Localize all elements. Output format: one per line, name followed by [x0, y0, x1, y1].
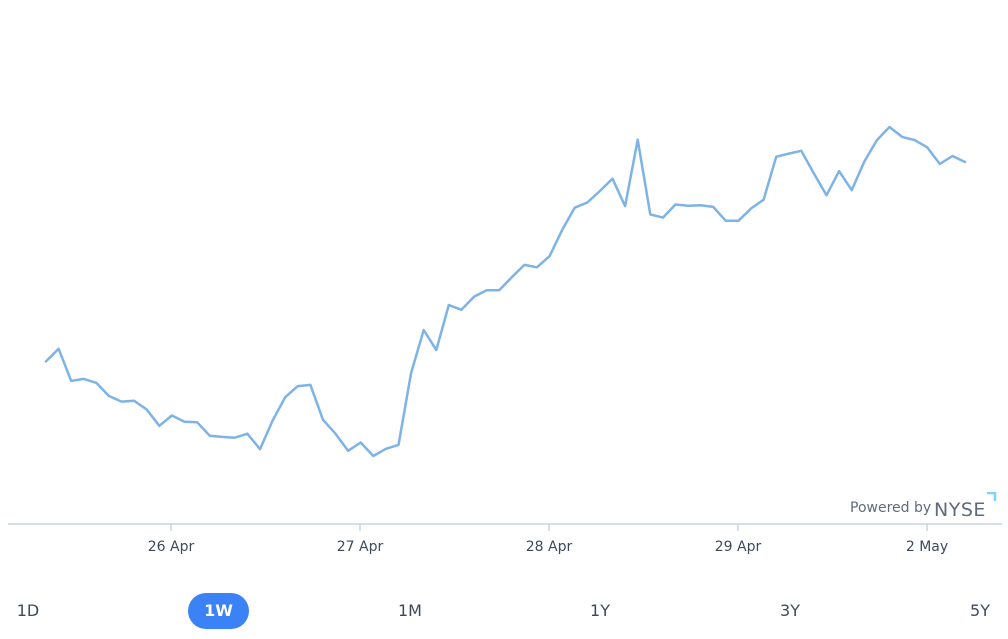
x-tick-label: 27 Apr [337, 539, 384, 555]
nyse-brand: NYSE [934, 499, 986, 521]
attribution-text: Powered by [850, 500, 932, 516]
price-chart: 26 Apr 27 Apr 28 Apr 29 Apr 2 May [8, 125, 1002, 555]
x-tick-label: 29 Apr [715, 539, 762, 555]
range-3y-button[interactable]: 3Y [770, 593, 810, 629]
x-tick-label: 26 Apr [148, 539, 195, 555]
x-tick-label: 2 May [906, 539, 948, 555]
price-line [44, 125, 967, 458]
range-1w-button[interactable]: 1W [188, 593, 249, 629]
range-1y-button[interactable]: 1Y [580, 593, 620, 629]
range-1d-button[interactable]: 1D [8, 593, 48, 629]
range-selector: 1D 1W 1M 1Y 3Y 5Y [0, 591, 1008, 631]
x-tick-label: 28 Apr [526, 539, 573, 555]
x-axis-ticks: 26 Apr 27 Apr 28 Apr 29 Apr 2 May [148, 524, 948, 555]
range-5y-button[interactable]: 5Y [960, 593, 1000, 629]
logo-corner-mark [987, 492, 997, 501]
nyse-logo: NYSE [934, 492, 997, 521]
range-1m-button[interactable]: 1M [390, 593, 430, 629]
